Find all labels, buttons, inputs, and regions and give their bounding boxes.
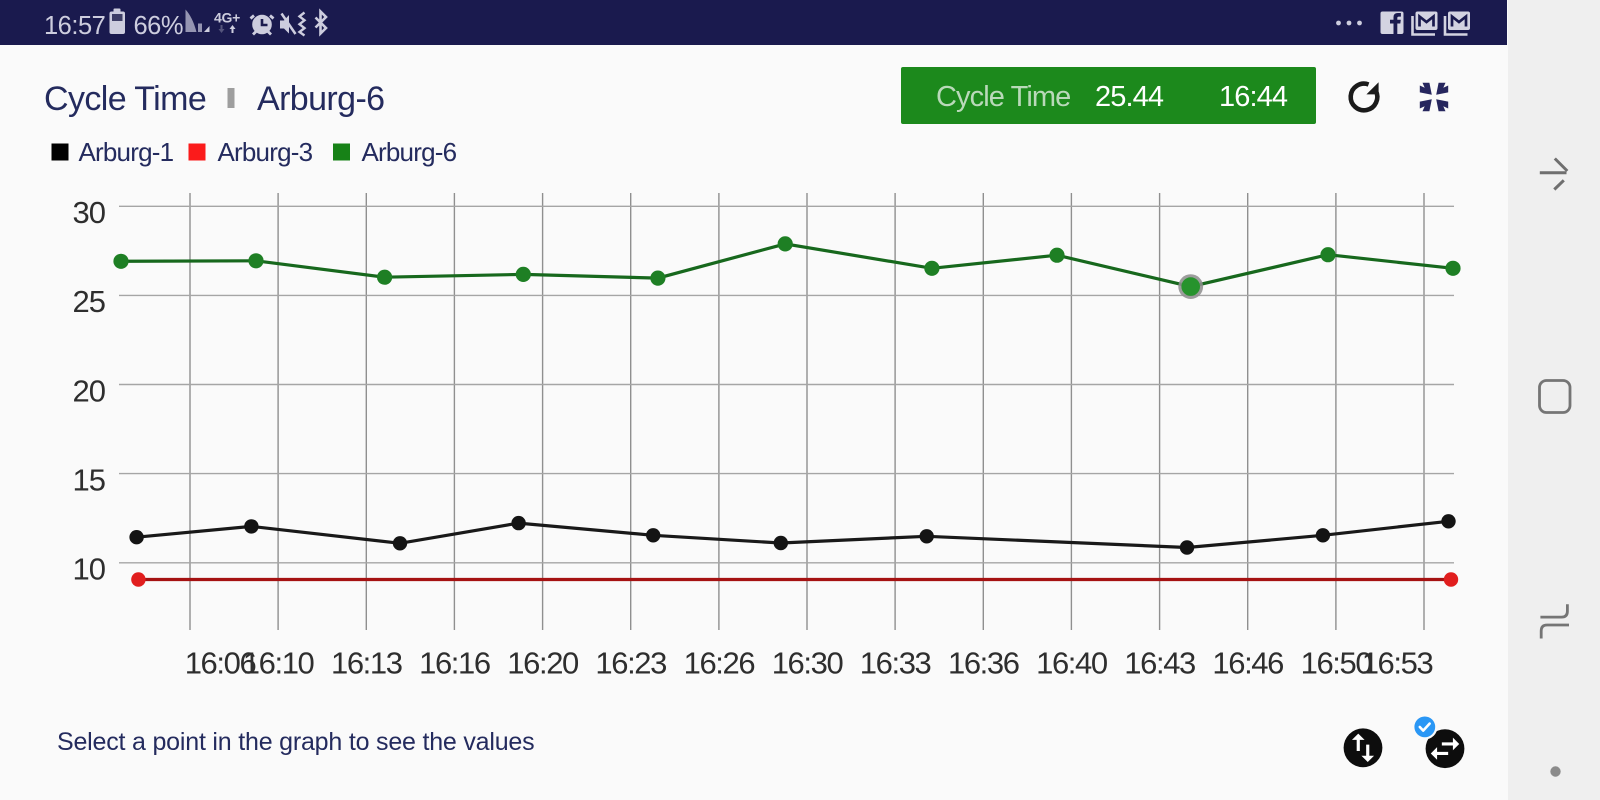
svg-text:16:26: 16:26 [684,646,755,681]
svg-text:16:57: 16:57 [44,12,105,40]
svg-text:16:53: 16:53 [1362,646,1433,681]
svg-text:Cycle Time: Cycle Time [44,80,206,118]
svg-text:Arburg-1: Arburg-1 [79,137,174,167]
svg-text:30: 30 [73,195,106,230]
svg-text:16:40: 16:40 [1036,646,1108,681]
svg-text:16:50: 16:50 [1301,646,1373,681]
svg-text:16:30: 16:30 [772,646,844,681]
svg-text:25.44: 25.44 [1095,81,1164,113]
svg-text:Arburg-6: Arburg-6 [362,137,457,167]
svg-text:4G+: 4G+ [214,10,240,26]
svg-text:16:33: 16:33 [860,646,931,681]
svg-text:16:10: 16:10 [243,646,315,681]
svg-text:16:43: 16:43 [1124,646,1195,681]
svg-text:66%: 66% [134,12,184,40]
svg-text:16:20: 16:20 [507,646,579,681]
svg-text:16:16: 16:16 [419,646,490,681]
svg-text:16:06: 16:06 [185,646,256,681]
svg-text:10: 10 [73,552,106,587]
svg-text:16:13: 16:13 [331,646,402,681]
svg-text:16:36: 16:36 [948,646,1019,681]
svg-text:16:23: 16:23 [595,646,666,681]
svg-text:Select a point in the graph to: Select a point in the graph to see the v… [57,728,534,756]
svg-text:25: 25 [73,284,105,319]
svg-text:16:46: 16:46 [1212,646,1283,681]
svg-text:20: 20 [73,373,106,408]
svg-text:15: 15 [73,462,105,497]
svg-text:Arburg-3: Arburg-3 [218,137,313,167]
svg-text:Arburg-6: Arburg-6 [257,80,384,118]
svg-text:Cycle Time: Cycle Time [936,81,1070,113]
svg-text:16:44: 16:44 [1219,81,1288,113]
